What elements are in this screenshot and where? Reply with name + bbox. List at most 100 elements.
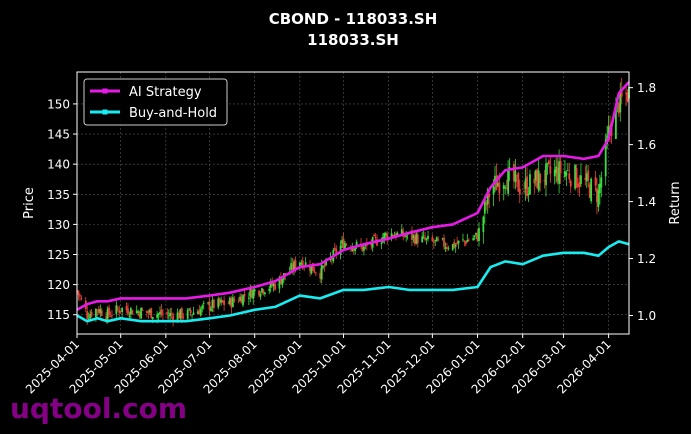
candle-body <box>380 242 383 244</box>
candle-body <box>211 299 214 308</box>
candle-body <box>614 106 617 139</box>
candle-body <box>425 238 428 240</box>
legend: AI Strategy Buy-and-Hold <box>83 78 228 126</box>
candle-body <box>441 238 444 240</box>
candle-body <box>559 160 562 174</box>
candle-body <box>565 172 568 176</box>
candle-body <box>97 308 100 313</box>
candle-body <box>451 243 454 250</box>
candle-body <box>188 308 191 310</box>
candle-body <box>159 311 161 314</box>
candle-body <box>545 163 547 186</box>
y2-axis: 1.0 1.2 1.4 1.6 1.8 <box>629 81 656 323</box>
candle-body <box>178 312 180 319</box>
candle-body <box>492 186 495 195</box>
candle-body <box>141 310 144 311</box>
candle-body <box>108 307 110 315</box>
candle-body <box>466 239 469 243</box>
candle-body <box>524 178 527 189</box>
candle-body <box>413 236 416 244</box>
legend-label-bh: Buy-and-Hold <box>129 106 217 121</box>
candle-body <box>298 262 301 269</box>
y2-axis-label: Return <box>668 181 683 224</box>
candle-body <box>309 264 311 272</box>
candle-body <box>335 248 338 254</box>
candle-body <box>146 310 148 313</box>
candle-body <box>472 238 475 240</box>
candle-body <box>498 182 501 194</box>
buy-and-hold-line <box>76 240 630 323</box>
ai-strategy-line <box>76 81 630 311</box>
candle-body <box>553 169 556 177</box>
candle-body <box>568 173 571 180</box>
candle-body <box>478 228 480 242</box>
candle-body <box>597 190 600 207</box>
candle-body <box>600 177 603 188</box>
candle-body <box>322 266 325 268</box>
candle-body <box>341 240 343 245</box>
candle-body <box>140 308 142 319</box>
candle-body <box>486 189 489 205</box>
candle-body <box>199 308 202 316</box>
y-tick-label: 135 <box>47 188 70 202</box>
candle-body <box>176 312 179 322</box>
candle-body <box>400 229 403 235</box>
candle-body <box>526 176 528 196</box>
candle-body <box>539 173 542 184</box>
candle-body <box>427 235 429 239</box>
candle-body <box>355 242 358 246</box>
candle-body <box>373 234 376 237</box>
y-tick-label: 150 <box>47 97 70 111</box>
candle-body <box>476 233 479 241</box>
candle-body <box>121 307 124 312</box>
candle-body <box>392 234 394 237</box>
candle-body <box>99 309 102 314</box>
legend-label-ai: AI Strategy <box>129 85 202 100</box>
candle-body <box>363 246 365 251</box>
candle-body <box>351 247 354 251</box>
candle-body <box>345 244 348 246</box>
candle-body <box>575 168 578 188</box>
candle-body <box>323 265 326 267</box>
candle-body <box>453 241 456 248</box>
candle-body <box>213 299 215 308</box>
candle-body <box>446 246 448 248</box>
candle-body <box>533 178 536 184</box>
candle-body <box>111 315 113 316</box>
y-tick-label: 115 <box>47 308 70 322</box>
candle-body <box>166 312 169 315</box>
candle-body <box>587 170 590 181</box>
candle-body <box>342 238 345 249</box>
candle-body <box>625 92 627 94</box>
candle-body <box>129 308 132 315</box>
candle-body <box>105 316 108 320</box>
candle-body <box>239 296 242 301</box>
chart-subtitle: 118033.SH <box>307 31 399 49</box>
candle-body <box>128 315 131 317</box>
candle-body <box>230 298 233 308</box>
candle-body <box>202 303 205 304</box>
candle-body <box>268 288 271 291</box>
candle-body <box>157 313 160 315</box>
candle-body <box>435 237 438 242</box>
candle-body <box>96 309 99 311</box>
candle-body <box>361 246 364 252</box>
candle-body <box>488 193 491 198</box>
candle-body <box>555 166 558 174</box>
candle-body <box>523 190 526 192</box>
candle-body <box>294 260 297 269</box>
candle-body <box>116 307 119 310</box>
candle-body <box>412 235 415 238</box>
candle-body <box>354 248 357 251</box>
candle-body <box>106 309 109 321</box>
candle-body <box>495 175 498 191</box>
candle-body <box>320 265 323 280</box>
candle-body <box>180 308 183 319</box>
candle-body <box>86 311 89 319</box>
candle-body <box>454 244 457 247</box>
candle-body <box>300 262 303 265</box>
candle-body <box>80 298 83 300</box>
candle-body <box>192 312 195 315</box>
candle-body <box>497 183 499 187</box>
candle-body <box>312 263 314 271</box>
